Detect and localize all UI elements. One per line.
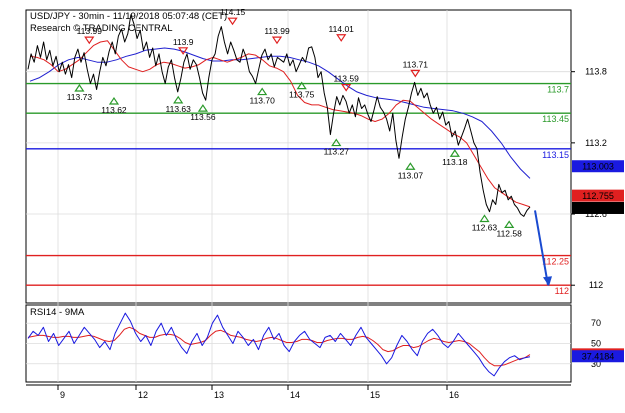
- forecast-arrowhead-icon: [543, 276, 552, 287]
- time-axis: 9 12 13 14 15 16: [57, 385, 459, 400]
- rsi-series: [27, 312, 531, 377]
- resistance-marker-icon: [84, 36, 95, 45]
- resistance-marker-icon: [341, 83, 352, 92]
- price-tick-label: 112: [589, 280, 603, 290]
- level-label: 112: [555, 286, 569, 296]
- swing-high-label: 113.59: [333, 74, 359, 84]
- rsi-average-line: [27, 326, 531, 367]
- price-tag-label: 112.651: [582, 203, 614, 213]
- time-tick-label: 12: [138, 390, 148, 400]
- chart-subtitle: Research © TRADING CENTRAL: [30, 23, 173, 34]
- support-marker-icon: [296, 81, 307, 90]
- rsi-tick-label: 30: [591, 359, 601, 369]
- level-label: 113.15: [542, 150, 569, 160]
- moving-averages: [29, 40, 531, 208]
- swing-low-label: 113.07: [398, 170, 424, 180]
- support-marker-icon: [257, 87, 268, 96]
- support-marker-icon: [331, 138, 342, 147]
- swing-low-label: 113.56: [190, 112, 216, 122]
- swing-low-label: 112.63: [472, 222, 498, 232]
- swing-annotations: 113.99 114.15 113.9 113.99 114.01 113.59 113.7…: [67, 7, 522, 238]
- time-tick-label: 16: [449, 390, 459, 400]
- swing-high-label: 114.15: [220, 7, 246, 17]
- support-marker-icon: [405, 162, 416, 170]
- price-tag-box: [572, 350, 624, 363]
- chart-title: USD/JPY - 30min - 11/19/2018 05:07:48 (C…: [30, 11, 227, 22]
- rsi-axis: 70 50 30: [591, 318, 601, 369]
- swing-low-label: 113.63: [166, 104, 192, 114]
- swing-high-label: 113.71: [403, 59, 429, 69]
- resistance-marker-icon: [336, 34, 347, 42]
- resistance-marker-icon: [178, 47, 189, 55]
- swing-high-label: 113.99: [264, 26, 290, 36]
- price-series: [27, 14, 531, 217]
- fast-moving-average: [29, 40, 531, 208]
- swing-high-label: 113.9: [173, 37, 194, 47]
- price-tag-label: 113.003: [582, 162, 614, 172]
- price-line: [27, 14, 531, 217]
- support-marker-icon: [74, 83, 85, 92]
- rsi-title: RSI14 - 9MA: [30, 307, 85, 318]
- price-tag-box: [572, 189, 624, 202]
- swing-high-label: 113.99: [77, 26, 103, 36]
- price-tag-label: 37.4184: [582, 352, 615, 362]
- price-tag-box: [572, 201, 624, 214]
- forecast-arrow-shaft: [534, 210, 549, 286]
- time-tick-label: 15: [370, 390, 380, 400]
- price-tag-box: [572, 160, 624, 173]
- level-label: 113.7: [547, 85, 569, 95]
- swing-low-label: 113.75: [289, 90, 315, 100]
- slow-moving-average: [29, 47, 531, 179]
- swing-low-label: 112.58: [496, 228, 522, 238]
- time-tick-label: 9: [60, 390, 65, 400]
- rsi-tick-label: 50: [591, 339, 601, 349]
- price-axis: 113.8 113.2 112.6 112: [571, 67, 607, 290]
- support-resistance-levels: 113.7 113.45 113.15 112.25 112: [26, 82, 571, 296]
- swing-low-label: 113.70: [249, 96, 275, 106]
- support-marker-icon: [108, 96, 120, 105]
- time-tick-label: 14: [290, 390, 300, 400]
- forecast-arrow: [534, 210, 552, 287]
- swing-low-label: 113.27: [324, 147, 350, 157]
- rsi-tick-label: 70: [591, 318, 601, 328]
- price-tick-label: 112.6: [585, 209, 607, 219]
- swing-low-label: 113.18: [442, 157, 468, 167]
- support-marker-icon: [449, 149, 460, 157]
- price-tick-label: 113.8: [585, 67, 607, 77]
- support-marker-icon: [504, 220, 515, 229]
- time-tick-label: 13: [214, 390, 224, 400]
- swing-high-label: 114.01: [329, 24, 355, 34]
- rsi-line: [27, 312, 531, 377]
- support-marker-icon: [197, 104, 209, 112]
- support-marker-icon: [479, 214, 490, 223]
- resistance-marker-icon: [271, 36, 283, 45]
- price-panel-frame: [25, 9, 572, 304]
- level-label: 113.45: [542, 114, 569, 124]
- support-marker-icon: [173, 95, 184, 104]
- price-tick-label: 113.2: [585, 138, 607, 148]
- price-tag-label: 112.755: [582, 191, 614, 201]
- swing-low-label: 113.73: [67, 92, 93, 102]
- level-label: 112.25: [542, 257, 569, 267]
- resistance-marker-icon: [227, 17, 238, 26]
- swing-low-label: 113.62: [101, 105, 127, 115]
- resistance-marker-icon: [410, 69, 421, 78]
